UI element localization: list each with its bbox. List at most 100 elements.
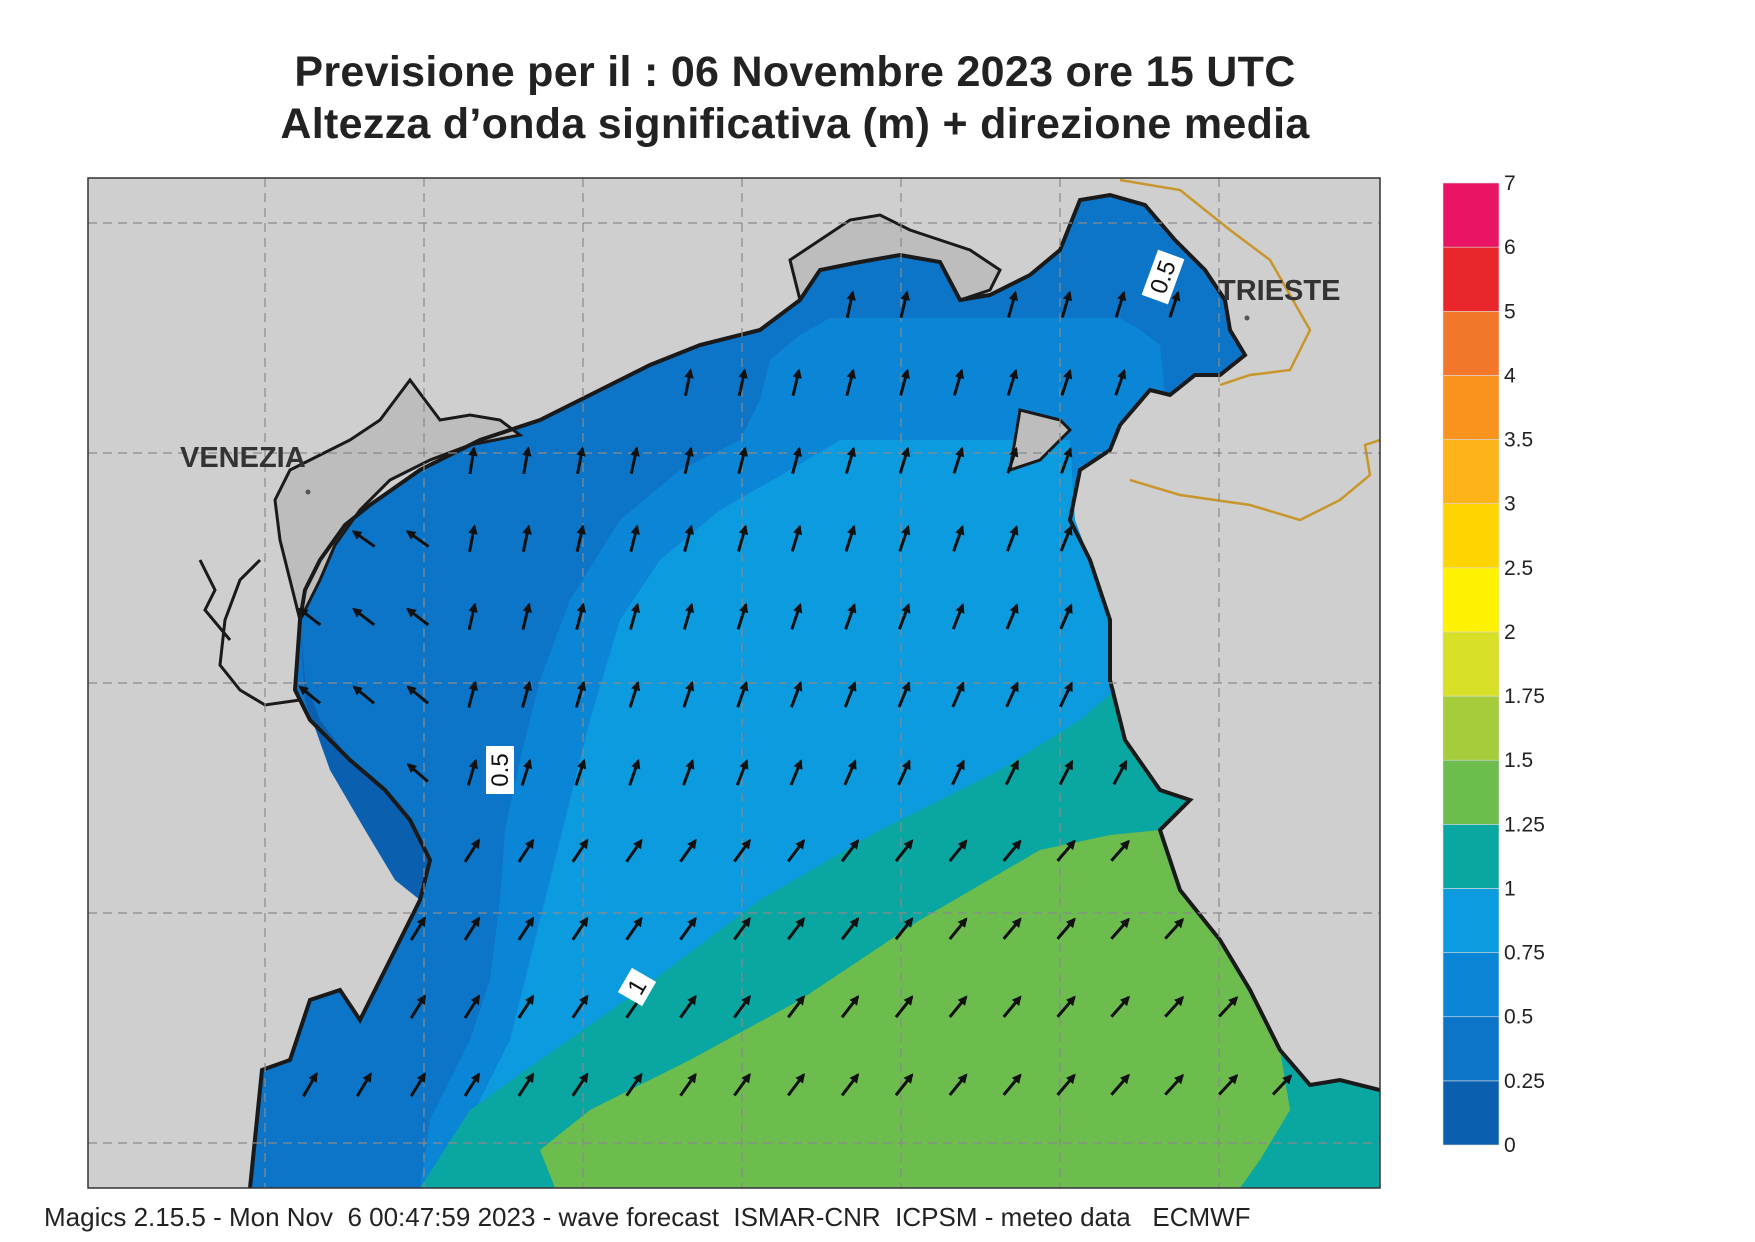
wave-arrow	[1056, 917, 1076, 940]
wave-arrow	[1271, 1074, 1293, 1096]
legend-swatch	[1442, 952, 1500, 1018]
trieste-marker	[1244, 315, 1250, 321]
wave-arrow	[733, 1072, 751, 1097]
wave-arrow	[405, 530, 430, 548]
wave-arrow	[683, 524, 695, 552]
legend-swatch	[1442, 888, 1500, 953]
wave-direction-arrows	[298, 290, 1293, 1097]
wave-arrow	[1060, 446, 1073, 474]
map-frame	[87, 177, 1381, 1189]
wave-arrow	[951, 603, 965, 630]
wave-arrow	[351, 530, 376, 548]
wave-arrow	[520, 758, 533, 786]
wave-arrow	[1002, 995, 1022, 1018]
wave-arrow	[1114, 290, 1127, 318]
wave-arrow	[406, 607, 430, 627]
wave-arrow	[737, 446, 748, 474]
legend-swatch	[1442, 759, 1500, 825]
wave-arrow	[679, 916, 697, 941]
wave-arrow	[1059, 525, 1073, 552]
wave-arrow	[840, 839, 860, 863]
wave-arrow	[898, 446, 911, 474]
legend-swatch	[1442, 439, 1500, 504]
wave-arrow	[845, 368, 856, 396]
svg-text:0.5: 0.5	[487, 753, 514, 786]
wave-arrow	[1056, 839, 1076, 862]
legend-swatch	[1442, 375, 1500, 440]
wave-arrow	[682, 680, 695, 708]
wave-arrow	[625, 916, 643, 941]
wave-arrow	[571, 916, 589, 941]
legend-label: 1.75	[1504, 685, 1545, 708]
wave-arrow	[899, 290, 910, 318]
wave-arrow	[522, 446, 532, 475]
wave-arrow	[463, 916, 481, 941]
wave-arrow	[844, 446, 857, 474]
wave-arrow	[1006, 368, 1019, 396]
wave-arrow	[352, 607, 376, 627]
legend-label: 2	[1504, 621, 1516, 644]
wave-arrow	[1002, 1073, 1022, 1096]
wave-arrow	[952, 368, 965, 396]
wave-arrow	[463, 838, 481, 863]
wave-arrow	[948, 995, 968, 1019]
wave-arrow	[463, 994, 481, 1019]
wave-arrow	[302, 1072, 318, 1097]
wave-arrow	[517, 994, 535, 1019]
legend-label: 0.5	[1504, 1006, 1533, 1029]
legend-swatch	[1442, 1080, 1500, 1146]
wave-arrow	[468, 524, 478, 553]
sea-zone-125	[540, 830, 1290, 1188]
wave-arrow	[786, 917, 806, 941]
wave-arrow	[517, 916, 535, 941]
wave-arrow	[1005, 681, 1019, 708]
wave-arrow	[571, 1072, 589, 1097]
wave-arrow	[463, 1072, 481, 1097]
wave-arrow	[1005, 525, 1019, 552]
wave-arrow	[352, 685, 376, 705]
place-venezia: VENEZIA	[180, 442, 306, 474]
wave-arrow	[952, 446, 965, 474]
sea-zone-025	[300, 620, 430, 900]
coastline	[248, 192, 1380, 1188]
wave-arrow	[894, 1073, 914, 1097]
wave-arrow	[894, 995, 914, 1019]
wave-arrow	[409, 1072, 427, 1097]
wave-arrow	[629, 446, 640, 475]
wave-arrow	[898, 524, 911, 552]
wave-arrow	[894, 917, 914, 941]
wave-arrow	[840, 1073, 860, 1097]
legend-label: 4	[1504, 364, 1516, 387]
wave-arrow	[679, 994, 697, 1019]
wave-arrow	[467, 680, 478, 708]
wave-arrow	[629, 602, 641, 630]
contour-label-3: 1	[617, 967, 657, 1007]
wave-arrow	[844, 524, 857, 552]
wave-arrow	[897, 681, 911, 708]
legend-label: 0.75	[1504, 942, 1545, 965]
wave-arrow	[786, 995, 806, 1019]
wave-arrow	[786, 839, 806, 863]
wave-arrow	[521, 524, 532, 553]
wave-arrow	[576, 446, 586, 475]
wave-arrow	[733, 994, 751, 1019]
wave-arrow	[1004, 759, 1020, 786]
legend-label: 1.25	[1504, 813, 1545, 836]
wave-arrow	[466, 758, 479, 786]
national-border	[1119, 178, 1380, 522]
wave-arrow	[1110, 1073, 1130, 1096]
wave-arrow	[574, 758, 587, 786]
wave-arrow	[684, 368, 694, 397]
wave-arrow	[894, 839, 914, 863]
legend-label: 5	[1504, 300, 1516, 323]
wave-arrow	[467, 602, 478, 631]
legend-label: 0.25	[1504, 1070, 1545, 1093]
legend-label: 6	[1504, 236, 1516, 259]
wave-arrow	[1164, 917, 1185, 940]
wave-arrow	[1114, 368, 1127, 396]
wave-arrow	[845, 290, 856, 319]
wave-arrow	[298, 607, 322, 627]
legend-label: 3.5	[1504, 429, 1533, 452]
